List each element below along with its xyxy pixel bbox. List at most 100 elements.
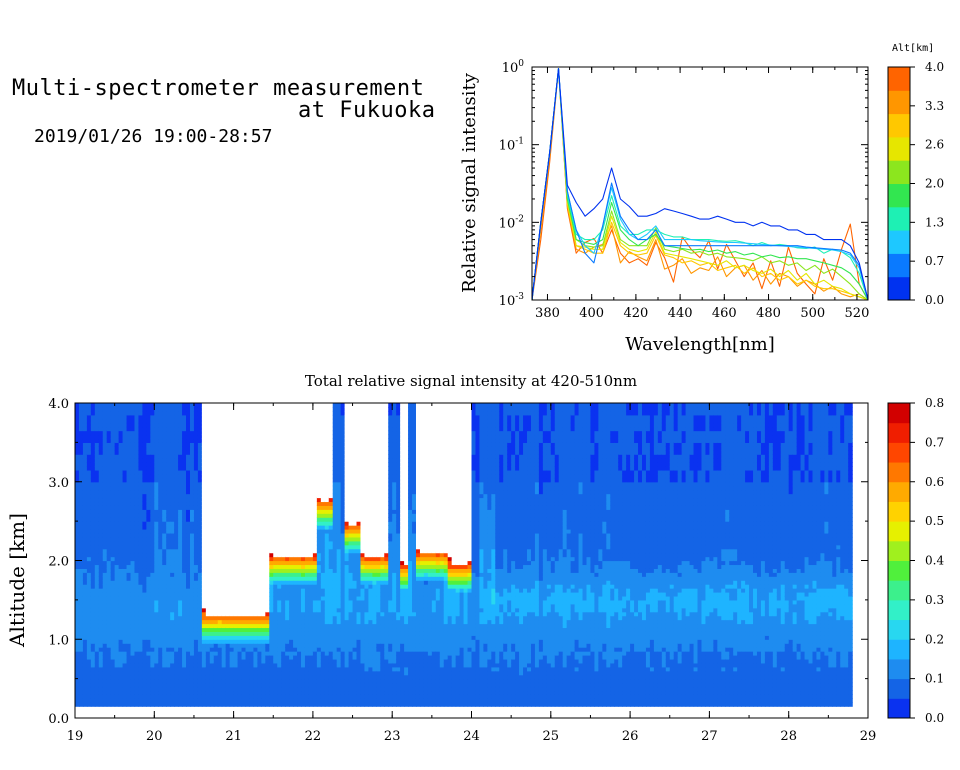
heatmap-cell	[142, 430, 147, 436]
heatmap-cell	[281, 477, 286, 483]
heatmap-cell	[205, 469, 211, 475]
heatmap-cell	[86, 410, 92, 416]
heatmap-cell	[225, 406, 231, 412]
heatmap-cell	[237, 631, 243, 636]
heatmap-cell	[186, 430, 191, 436]
heatmap-cell	[118, 430, 124, 436]
heatmap-cell	[201, 403, 207, 408]
heatmap-cell	[126, 509, 132, 514]
heatmap-cell	[170, 466, 175, 471]
heatmap-cell	[134, 674, 140, 680]
heatmap-cell	[86, 568, 92, 573]
heatmap-cell	[90, 615, 96, 621]
heatmap-cell	[289, 414, 294, 420]
heatmap-cell	[162, 698, 167, 703]
heatmap-cell	[293, 631, 298, 636]
heatmap-cell	[261, 619, 266, 625]
heatmap-cell	[158, 599, 163, 605]
heatmap-cell	[166, 473, 171, 479]
heatmap-cell	[130, 627, 136, 632]
heatmap-cell	[312, 694, 318, 699]
heatmap-cell	[308, 513, 314, 518]
heatmap-cell	[245, 623, 251, 629]
heatmap-cell	[98, 694, 104, 699]
heatmap-cell	[249, 580, 255, 585]
heatmap-cell	[245, 410, 251, 416]
heatmap-cell	[241, 682, 247, 688]
heatmap-cell	[308, 647, 314, 652]
heatmap-cell	[178, 678, 183, 684]
heatmap-cell	[150, 458, 155, 463]
heatmap-cell	[75, 607, 80, 613]
heatmap-cell	[297, 627, 302, 632]
heatmap-cell	[312, 422, 318, 428]
heatmap-cell	[189, 458, 195, 463]
heatmap-cell	[130, 466, 136, 471]
heatmap-cell	[308, 489, 314, 495]
heatmap-cell	[221, 414, 227, 420]
heatmap-cell	[90, 639, 96, 644]
heatmap-cell	[233, 580, 239, 585]
heatmap-cell	[308, 651, 314, 656]
heatmap-cell	[289, 658, 294, 664]
heatmap-cell	[86, 619, 92, 625]
heatmap-cell	[134, 556, 140, 562]
heatmap-cell	[154, 678, 159, 684]
heatmap-cell	[166, 580, 171, 585]
heatmap-cell	[189, 592, 195, 597]
heatmap-cell	[257, 603, 262, 609]
heatmap-cell	[217, 564, 223, 569]
heatmap-cell	[146, 458, 151, 463]
heatmap-cell	[130, 489, 136, 495]
heatmap-cell	[229, 584, 235, 589]
heatmap-cell	[146, 454, 151, 459]
heatmap-cell	[126, 592, 132, 597]
heatmap-cell	[277, 485, 282, 491]
heatmap-cell	[316, 603, 322, 609]
heatmap-cell	[237, 686, 243, 692]
heatmap-cell	[273, 595, 278, 601]
heatmap-cell	[182, 619, 187, 625]
heatmap-cell	[122, 513, 128, 518]
heatmap-cell	[110, 517, 116, 522]
heatmap-cell	[297, 631, 302, 636]
heatmap-cell	[122, 670, 128, 676]
heatmap-cell	[114, 493, 120, 499]
heatmap-cell	[221, 517, 227, 522]
heatmap-cell	[193, 406, 199, 412]
heatmap-cell	[166, 619, 171, 625]
heatmap-cell	[110, 477, 116, 483]
heatmap-cell	[229, 607, 235, 613]
heatmap-cell	[193, 489, 199, 495]
heatmap-cell	[293, 442, 298, 447]
heatmap-cell	[98, 521, 104, 526]
heatmap-cell	[166, 513, 171, 518]
heatmap-cell	[308, 702, 314, 707]
heatmap-cell	[213, 497, 219, 503]
heatmap-cell	[75, 627, 80, 632]
heatmap-cell	[209, 489, 215, 495]
heatmap-cell	[225, 647, 231, 652]
heatmap-cell	[174, 426, 179, 432]
heatmap-cell	[304, 568, 310, 573]
heatmap-cell	[308, 619, 314, 625]
heatmap-cell	[269, 607, 274, 613]
heatmap-cell	[277, 529, 282, 534]
heatmap-cell	[308, 536, 314, 542]
heatmap-cell	[98, 576, 104, 581]
heatmap-cell	[205, 466, 211, 471]
heatmap-cell	[241, 481, 247, 487]
heatmap-cell	[304, 485, 310, 491]
heatmap-cell	[320, 623, 326, 629]
heatmap-cell	[98, 493, 104, 499]
heatmap-cell	[245, 619, 251, 625]
heatmap-title: Total relative signal intensity at 420-5…	[305, 372, 637, 390]
heatmap-cell	[106, 686, 112, 692]
heatmap-cell	[98, 611, 104, 617]
heatmap-cell	[86, 521, 92, 526]
heatmap-cell	[293, 635, 298, 640]
heatmap-cell	[82, 493, 88, 499]
heatmap-cell	[126, 702, 132, 707]
heatmap-cell	[182, 497, 187, 503]
heatmap-cell	[304, 477, 310, 483]
